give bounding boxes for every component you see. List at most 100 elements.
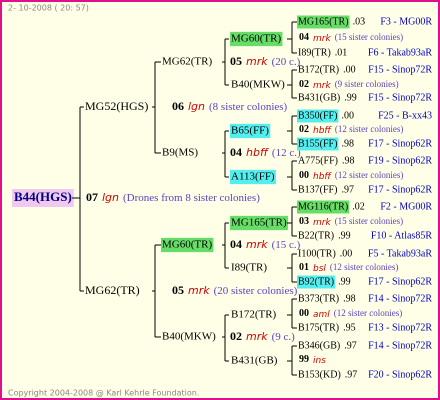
node-id: B175(TR) [298, 322, 339, 333]
note: (9 sister colonies) [335, 79, 399, 89]
count: 00 [299, 170, 309, 181]
note: (15 sister colonies) [335, 216, 403, 226]
node-info: 06 lgn (8 sister colonies) [172, 99, 288, 113]
node-highlight [230, 215, 288, 231]
node-id: A113(FF) [231, 171, 275, 183]
score: .98 [341, 138, 354, 149]
note: (9 c.) [272, 331, 296, 343]
breed: hbff [246, 146, 269, 159]
node-id: B431(GB) [298, 92, 340, 103]
count: 04 [299, 32, 309, 43]
note: (12 sister colonies) [334, 308, 402, 318]
node-id: B9(MS) [162, 147, 198, 159]
breed: lgn [102, 191, 119, 204]
note: (15 sister colonies) [335, 32, 403, 42]
node-id: B155(FF) [298, 138, 337, 149]
node-id: B153(KD) [298, 369, 341, 380]
node-id: B92(TR) [298, 276, 334, 287]
origin-code: F14 - Sinop72R [368, 340, 432, 351]
node-info: 02 mrk (9 sister colonies) [299, 79, 399, 90]
score: .95 [343, 322, 356, 333]
count: 01 [299, 262, 309, 273]
node-info: 02 hbff (12 sister colonies) [299, 124, 403, 135]
origin-code: F15 - Sinop72R [368, 92, 432, 103]
score: .00 [341, 110, 354, 121]
copyright: Copyright 2004-2008 @ Karl Kehrle Founda… [8, 389, 199, 398]
score: .01 [335, 47, 348, 58]
node-info: 05 mrk (20 c.) [230, 54, 301, 68]
score: .99 [338, 230, 351, 241]
node-id: MG62(TR) [85, 283, 140, 297]
score: .03 [353, 16, 366, 27]
node-info: 04 mrk (15 c.) [230, 237, 301, 251]
count: 06 [172, 99, 184, 113]
node-id: MG116(TR) [298, 201, 348, 212]
origin-code: F3 - MG00R [380, 16, 432, 27]
node-info: 04 mrk (15 sister colonies) [299, 32, 403, 43]
breed: lgn [188, 100, 205, 113]
node-id: B172(TR) [298, 64, 339, 75]
node-id: B373(TR) [298, 293, 339, 304]
date: 2- 10-2008 ( 20: 57) [8, 4, 89, 13]
node-id: MG52(HGS) [85, 99, 148, 113]
node-id: MG60(TR) [162, 239, 212, 251]
breed: bsl [313, 264, 326, 274]
node-info: 00 aml (12 sister colonies) [299, 308, 402, 319]
origin-code: F2 - MG00R [380, 201, 432, 212]
note: (15 c.) [272, 239, 301, 251]
score: .02 [352, 201, 365, 212]
node-highlight [297, 137, 339, 151]
origin-code: F19 - Sinop62R [368, 155, 432, 166]
count: 04 [230, 237, 242, 251]
note: (12 c.) [272, 147, 301, 159]
node-highlight [297, 275, 336, 289]
count: 02 [299, 79, 309, 90]
note: (8 sister colonies) [209, 101, 288, 113]
node-id: I100(TR) [298, 248, 336, 259]
score: .00 [340, 248, 353, 259]
note: (20 sister colonies) [214, 285, 298, 297]
note: (12 sister colonies) [330, 262, 398, 272]
node-highlight [230, 123, 271, 139]
node-info: 00 hbff (12 sister colonies) [299, 170, 403, 181]
node-id: B172(TR) [231, 309, 277, 321]
origin-code: F25 - B-xx43 [378, 110, 432, 121]
score: .99 [344, 92, 357, 103]
node-id: B40(MKW) [231, 79, 285, 91]
node-id: B431(GB) [231, 355, 278, 367]
score: .98 [342, 155, 355, 166]
note: (12 sister colonies) [335, 124, 403, 134]
count: 05 [230, 54, 242, 68]
breed: mrk [246, 238, 268, 251]
breed: mrk [313, 34, 331, 44]
score: .00 [343, 64, 356, 75]
count: 04 [230, 145, 242, 159]
score: .97 [341, 184, 354, 195]
count: 07 [86, 190, 98, 204]
node-id: B346(GB) [298, 340, 340, 351]
node-id: B40(MKW) [162, 331, 216, 343]
node-info: 07 lgn (Drones from 8 sister colonies) [86, 190, 260, 204]
breed: hbff [313, 172, 332, 182]
node-id: MG60(TR) [231, 33, 281, 45]
root-id: B44(HGS) [14, 189, 72, 204]
node-id: MG165(TR) [231, 217, 287, 229]
origin-code: F17 - Sinop62R [368, 184, 432, 195]
origin-code: F13 - Sinop72R [368, 322, 432, 333]
node-highlight [297, 15, 350, 29]
node-highlight [230, 31, 283, 47]
breed: mrk [313, 218, 331, 228]
node-id: MG62(TR) [162, 56, 212, 68]
note: (20 c.) [272, 56, 301, 68]
count: 03 [299, 216, 309, 227]
origin-code: F17 - Sinop62R [368, 138, 432, 149]
node-info: 03 mrk (15 sister colonies) [299, 216, 403, 227]
note: (12 sister colonies) [335, 170, 403, 180]
node-highlight [230, 169, 276, 185]
node-id: I89(TR) [298, 47, 331, 58]
node-id: B350(FF) [298, 110, 337, 121]
node-id: B22(TR) [298, 230, 334, 241]
breed: mrk [246, 55, 268, 68]
